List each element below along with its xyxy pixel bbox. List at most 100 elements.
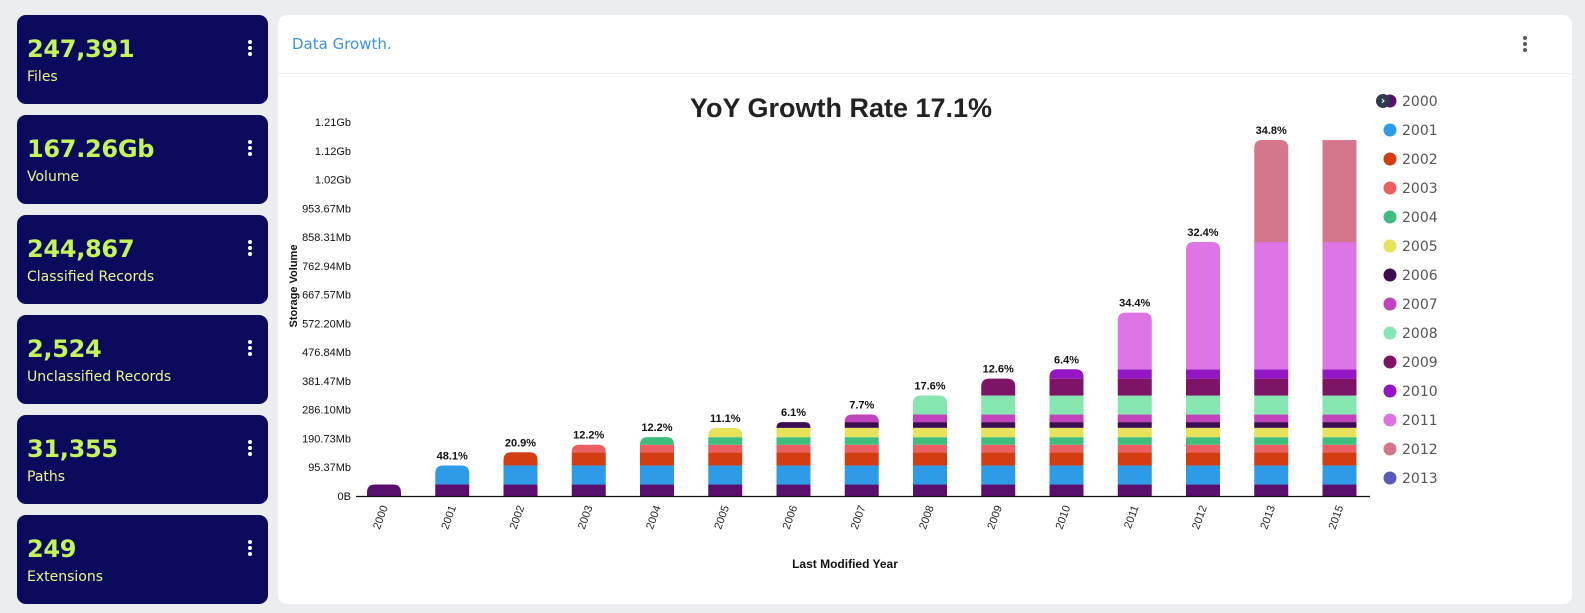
bar-segment bbox=[1254, 395, 1289, 415]
legend-label[interactable]: 2006 bbox=[1402, 268, 1438, 284]
legend-label[interactable]: 2001 bbox=[1402, 123, 1438, 139]
legend-swatch[interactable] bbox=[1383, 239, 1397, 253]
bar-segment bbox=[1322, 395, 1357, 415]
y-tick-label: 95.37Mb bbox=[308, 462, 351, 474]
bar-segment bbox=[1322, 369, 1357, 379]
y-tick-label: 1.12Gb bbox=[315, 146, 351, 158]
bar-segment bbox=[1117, 465, 1152, 485]
growth-rate-label: 12.2% bbox=[641, 422, 672, 434]
legend-swatch[interactable] bbox=[1383, 442, 1397, 456]
bar-segment bbox=[1049, 414, 1084, 423]
bar-segment bbox=[708, 427, 743, 438]
legend-label[interactable]: 2011 bbox=[1402, 413, 1438, 429]
bar-segment bbox=[1254, 369, 1289, 379]
legend-swatch[interactable] bbox=[1383, 471, 1397, 485]
kebab-menu-icon[interactable] bbox=[243, 240, 257, 262]
legend-swatch[interactable] bbox=[1383, 210, 1397, 224]
bar-segment bbox=[503, 465, 538, 485]
bar-segment bbox=[435, 465, 470, 485]
legend-label[interactable]: 2007 bbox=[1402, 297, 1438, 313]
x-tick-label: 2012 bbox=[1190, 504, 1210, 531]
legend-swatch[interactable] bbox=[1383, 181, 1397, 195]
bar-segment bbox=[367, 484, 401, 496]
bar-segment bbox=[913, 437, 947, 445]
x-tick-label: 2002 bbox=[508, 504, 528, 531]
x-tick-label: 2008 bbox=[917, 504, 937, 531]
x-tick-label: 2004 bbox=[644, 504, 664, 531]
legend-swatch[interactable] bbox=[1383, 355, 1397, 369]
bar-segment bbox=[844, 414, 879, 423]
bar-segment bbox=[981, 422, 1016, 428]
stat-card-unclassified-records[interactable]: 2,524 Unclassified Records bbox=[17, 315, 268, 404]
y-tick-label: 190.73Mb bbox=[302, 433, 351, 445]
kebab-menu-icon[interactable] bbox=[243, 540, 257, 562]
panel-menu-icon[interactable] bbox=[1518, 36, 1532, 58]
x-tick-label: 2009 bbox=[985, 504, 1005, 531]
bar-segment bbox=[1322, 437, 1357, 445]
bar-segment bbox=[1117, 414, 1152, 423]
bar-segment bbox=[1186, 369, 1220, 379]
bar-segment bbox=[844, 422, 879, 428]
bar-segment bbox=[844, 437, 879, 445]
legend-swatch[interactable] bbox=[1383, 326, 1397, 340]
legend-swatch[interactable] bbox=[1383, 413, 1397, 427]
bar-segment bbox=[1254, 452, 1289, 466]
bar-segment bbox=[981, 444, 1016, 453]
bar-segment bbox=[844, 452, 879, 466]
stat-card-extensions[interactable]: 249 Extensions bbox=[17, 515, 268, 604]
kebab-menu-icon[interactable] bbox=[243, 440, 257, 462]
bar-segment bbox=[1254, 427, 1289, 438]
legend-label[interactable]: 2013 bbox=[1402, 471, 1438, 487]
bar-segment bbox=[1186, 465, 1220, 485]
bar-segment bbox=[981, 378, 1016, 396]
stat-label: Unclassified Records bbox=[27, 369, 172, 385]
growth-rate-label: 6.4% bbox=[1054, 354, 1079, 366]
kebab-menu-icon[interactable] bbox=[243, 140, 257, 162]
stat-card-classified-records[interactable]: 244,867 Classified Records bbox=[17, 215, 268, 304]
legend-label[interactable]: 2008 bbox=[1402, 326, 1438, 342]
bar-segment bbox=[640, 437, 674, 445]
bar-segment bbox=[1322, 452, 1357, 466]
bar-segment bbox=[640, 444, 674, 453]
legend-label[interactable]: 2012 bbox=[1402, 442, 1438, 458]
legend-label[interactable]: 2000 bbox=[1402, 94, 1438, 110]
bar-segment bbox=[1322, 444, 1357, 453]
legend-label[interactable]: 2002 bbox=[1402, 152, 1438, 168]
bar-segment bbox=[1254, 140, 1289, 243]
stat-card-volume[interactable]: 167.26Gb Volume bbox=[17, 115, 268, 204]
bar-segment bbox=[844, 465, 879, 485]
legend-swatch[interactable] bbox=[1383, 152, 1397, 166]
bar-segment bbox=[1254, 437, 1289, 445]
bar-segment bbox=[844, 427, 879, 438]
chevron-right-icon[interactable]: › bbox=[1376, 94, 1390, 108]
bar-segment bbox=[708, 484, 743, 496]
stat-card-files[interactable]: 247,391 Files bbox=[17, 15, 268, 104]
bar-segment bbox=[1117, 395, 1152, 415]
legend-label[interactable]: 2005 bbox=[1402, 239, 1438, 255]
growth-rate-label: 6.1% bbox=[781, 407, 806, 419]
legend-label[interactable]: 2003 bbox=[1402, 181, 1438, 197]
legend-label[interactable]: 2010 bbox=[1402, 384, 1438, 400]
stat-card-paths[interactable]: 31,355 Paths bbox=[17, 415, 268, 504]
stat-label: Paths bbox=[27, 469, 66, 485]
x-tick-label: 2013 bbox=[1258, 504, 1278, 531]
legend-swatch[interactable] bbox=[1383, 123, 1397, 137]
legend-label[interactable]: 2004 bbox=[1402, 210, 1438, 226]
bar-segment bbox=[640, 484, 674, 496]
bar-segment bbox=[913, 452, 947, 466]
bar-segment bbox=[844, 444, 879, 453]
legend-swatch[interactable] bbox=[1383, 268, 1397, 282]
legend-label[interactable]: 2009 bbox=[1402, 355, 1438, 371]
bar-segment bbox=[640, 452, 674, 466]
kebab-menu-icon[interactable] bbox=[243, 340, 257, 362]
legend-swatch[interactable] bbox=[1383, 297, 1397, 311]
bar-segment bbox=[1186, 414, 1220, 423]
y-tick-label: 0B bbox=[338, 491, 351, 503]
legend-swatch[interactable] bbox=[1383, 384, 1397, 398]
y-tick-label: 1.21Gb bbox=[315, 117, 351, 129]
kebab-menu-icon[interactable] bbox=[243, 40, 257, 62]
bar-segment bbox=[1322, 422, 1357, 428]
growth-rate-label: 34.4% bbox=[1119, 298, 1150, 310]
bar-segment bbox=[1186, 378, 1220, 396]
bar-segment bbox=[1254, 242, 1289, 370]
